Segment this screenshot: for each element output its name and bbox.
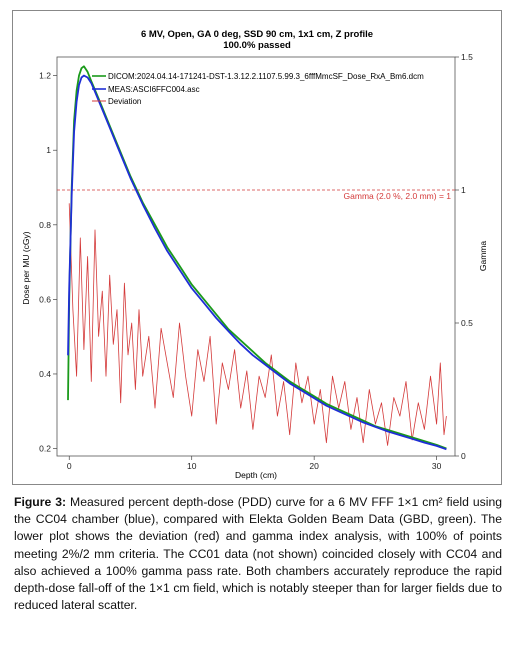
legend-label-deviation: Deviation [108,97,141,106]
y-tick-label-4: 1 [46,145,51,155]
x-tick-label-2: 20 [309,461,319,471]
y-tick-label-1: 0.4 [39,369,51,379]
y2-tick-label-2: 1 [461,185,466,195]
x-tick-label-1: 10 [187,461,197,471]
legend: DICOM:2024.04.14-171241-DST-1.3.12.2.110… [92,72,424,106]
y2-tick-label-3: 1.5 [461,52,473,62]
series-line-1 [67,74,447,451]
legend-label-meas: MEAS:ASCI6FFC004.asc [108,85,200,94]
axes-layer: 0 10 20 30 0.2 0.4 0.6 0.8 1 1.2 0 0.5 1 1.5 [39,52,473,471]
y2-tick-label-1: 0.5 [461,318,473,328]
y-axis-label: Dose per MU (cGy) [21,231,31,304]
y-tick-label-0: 0.2 [39,444,51,454]
caption-text: Measured percent depth-dose (PDD) curve … [14,495,503,613]
legend-label-dicom: DICOM:2024.04.14-171241-DST-1.3.12.2.110… [108,72,424,81]
series-line-0 [67,65,447,450]
x-tick-label-3: 30 [432,461,442,471]
y2-axis-label: Gamma [478,241,488,272]
y-tick-label-5: 1.2 [39,71,51,81]
x-tick-label-0: 0 [67,461,72,471]
caption-label: Figure 3: [14,495,67,509]
y2-tick-label-0: 0 [461,451,466,461]
y-tick-label-3: 0.8 [39,220,51,230]
figure-caption: Figure 3: Measured percent depth-dose (P… [14,494,502,614]
plot-area [56,56,456,457]
x-axis-label: Depth (cm) [235,470,277,480]
y-tick-label-2: 0.6 [39,294,51,304]
chart-subtitle: 100.0% passed [223,40,291,51]
series-layer [67,65,447,451]
series-line-2 [68,203,447,446]
gamma-threshold-label: Gamma (2.0 %, 2.0 mm) = 1 [344,191,452,201]
chart-title: 6 MV, Open, GA 0 deg, SSD 90 cm, 1x1 cm,… [141,29,373,40]
pdd-chart: 6 MV, Open, GA 0 deg, SSD 90 cm, 1x1 cm,… [21,29,488,480]
